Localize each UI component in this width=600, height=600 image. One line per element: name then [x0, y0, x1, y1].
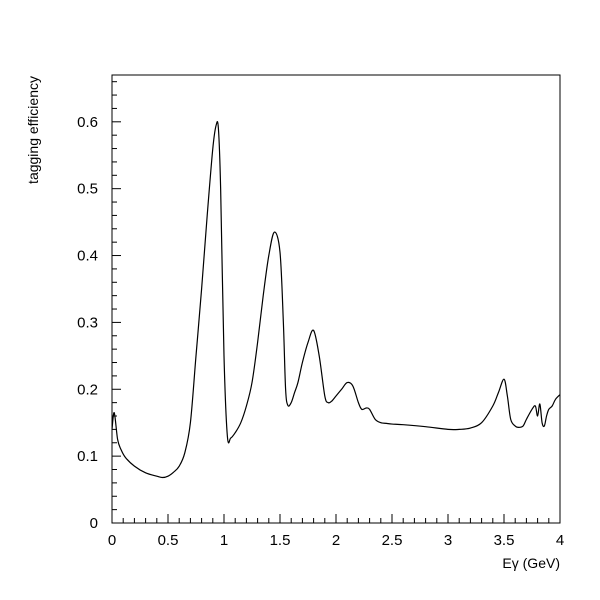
x-tick-label: 0.5 — [158, 532, 179, 549]
x-tick-label: 2.5 — [382, 532, 403, 549]
x-tick-label: 0 — [108, 532, 116, 549]
x-axis-ticks — [111, 514, 561, 523]
series-line — [111, 121, 561, 479]
y-axis-title: tagging efficiency — [25, 76, 41, 184]
x-tick-label: 4 — [556, 532, 564, 549]
y-tick-label: 0.2 — [77, 381, 98, 398]
y-axis-ticks — [112, 81, 121, 524]
y-tick-label: 0 — [90, 515, 98, 532]
x-axis-tick-labels: 0 0.5 1 1.5 2 2.5 3 3.5 4 — [108, 532, 564, 549]
y-tick-label: 0.6 — [77, 114, 98, 131]
x-tick-label: 3 — [444, 532, 452, 549]
x-tick-label: 1 — [220, 532, 228, 549]
x-tick-label: 2 — [332, 532, 340, 549]
y-tick-label: 0.4 — [77, 248, 98, 265]
y-tick-label: 0.1 — [77, 448, 98, 465]
y-tick-label: 0.3 — [77, 314, 98, 331]
x-axis-title: Eγ (GeV) — [502, 555, 560, 571]
y-axis-tick-labels: 0 0.1 0.2 0.3 0.4 0.5 0.6 — [77, 114, 98, 532]
y-tick-label: 0.5 — [77, 181, 98, 198]
x-tick-label: 3.5 — [494, 532, 515, 549]
x-tick-label: 1.5 — [270, 532, 291, 549]
plot-frame — [111, 74, 561, 524]
